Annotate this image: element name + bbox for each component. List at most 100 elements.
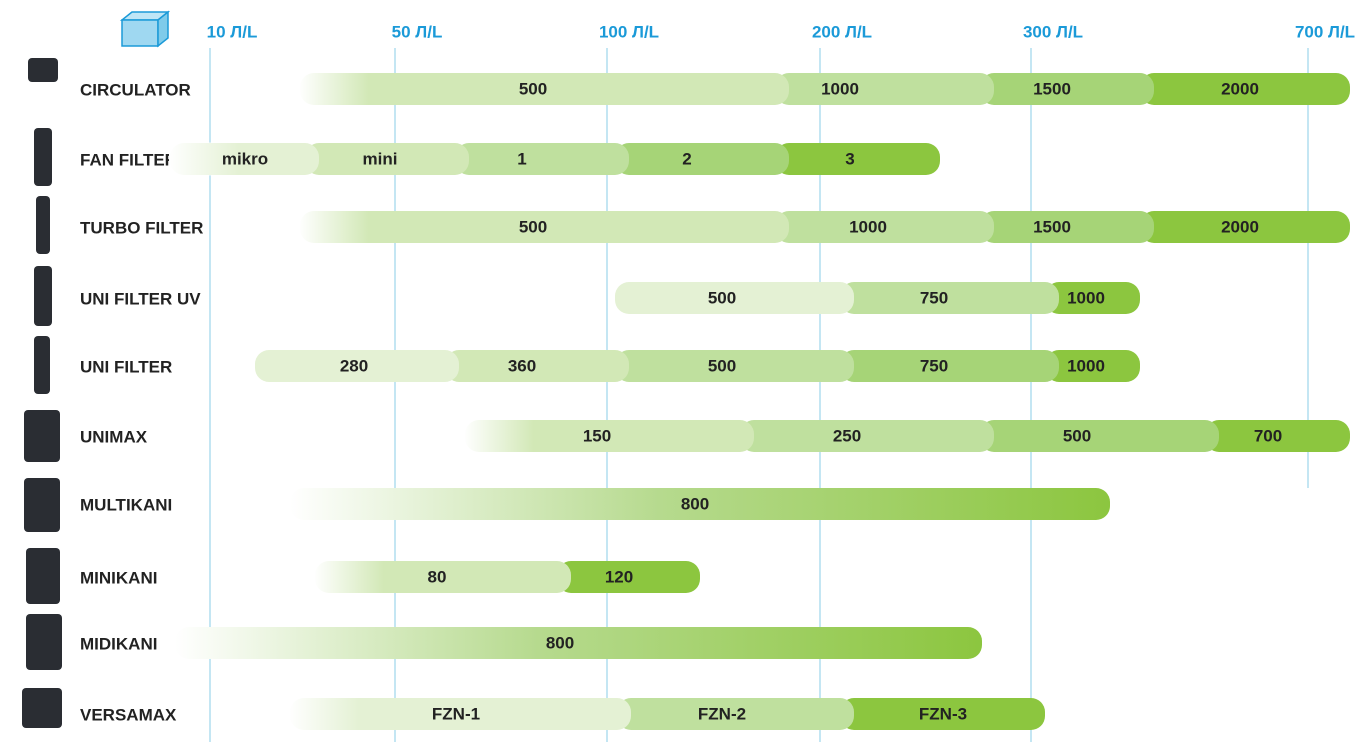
segment-label: 800 <box>546 633 574 652</box>
segment-label: 700 <box>1254 426 1282 445</box>
segment-label: 2000 <box>1221 217 1259 236</box>
bar-segment <box>1140 211 1350 243</box>
bar-segment <box>290 698 631 730</box>
bar: 800 <box>175 627 982 659</box>
bar-segment <box>455 143 629 175</box>
bar-fade <box>169 142 239 176</box>
column-label: 700 Л/L <box>1295 22 1355 41</box>
bar-fade <box>314 560 384 594</box>
segment-label: 1000 <box>849 217 887 236</box>
bar-segment <box>300 73 789 105</box>
bar-segment <box>980 420 1219 452</box>
row-name: UNI FILTER <box>80 357 172 376</box>
bar: 800 <box>290 488 1110 520</box>
segment-label: 500 <box>519 79 547 98</box>
segment-label: FZN-2 <box>698 704 746 723</box>
bar-segment <box>617 698 854 730</box>
segment-label: 80 <box>428 567 447 586</box>
bar-fade <box>464 419 534 453</box>
product-icon <box>34 266 52 326</box>
bar: 80 120 <box>314 560 700 594</box>
segment-label: 3 <box>845 149 854 168</box>
segment-label: 1000 <box>1067 288 1105 307</box>
bar-segment <box>740 420 994 452</box>
bar-segment <box>840 350 1059 382</box>
row-name: MINIKANI <box>80 568 157 587</box>
bar: 280 360 500 750 1000 <box>255 350 1140 382</box>
row-name: MULTIKANI <box>80 495 172 514</box>
segment-label: 250 <box>833 426 861 445</box>
product-icon <box>24 410 60 462</box>
bar-segment <box>300 211 789 243</box>
bar-segment <box>980 211 1154 243</box>
bar-segment <box>980 73 1154 105</box>
segment-label: 150 <box>583 426 611 445</box>
segment-label: 500 <box>708 356 736 375</box>
bar-segment <box>290 488 1110 520</box>
row-name: UNI FILTER UV <box>80 289 201 308</box>
column-label: 10 Л/L <box>207 22 258 41</box>
bar: mikro mini 1 2 3 <box>169 142 940 176</box>
row-name: TURBO FILTER <box>80 218 203 237</box>
segment-label: 750 <box>920 288 948 307</box>
row-name: MIDIKANI <box>80 634 157 653</box>
segment-label: 500 <box>708 288 736 307</box>
segment-label: 500 <box>519 217 547 236</box>
segment-label: 500 <box>1063 426 1091 445</box>
bar-segment <box>615 350 854 382</box>
segment-label: 1500 <box>1033 217 1071 236</box>
column-label: 50 Л/L <box>392 22 443 41</box>
product-icon <box>34 128 52 186</box>
segment-label: mikro <box>222 149 268 168</box>
product-icon <box>28 58 58 82</box>
bar-segment <box>1045 282 1140 314</box>
row-name: UNIMAX <box>80 427 148 446</box>
bar: 150 250 500 700 <box>464 419 1350 453</box>
bar-fade <box>299 210 369 244</box>
bar-segment <box>775 211 994 243</box>
bar-segment <box>840 282 1059 314</box>
bar-segment <box>465 420 754 452</box>
row-name: CIRCULATOR <box>80 80 191 99</box>
bar-segment <box>1045 350 1140 382</box>
bar-fade <box>289 697 359 731</box>
bar-segment <box>840 698 1045 730</box>
row-name: VERSAMAX <box>80 705 177 724</box>
bar-fade <box>299 72 369 106</box>
product-icon <box>22 688 62 728</box>
segment-label: 120 <box>605 567 633 586</box>
bar-segment <box>305 143 469 175</box>
segment-label: 750 <box>920 356 948 375</box>
bar-segment <box>557 561 700 593</box>
segment-label: FZN-3 <box>919 704 967 723</box>
bar-segment <box>175 627 982 659</box>
segment-label: 1 <box>517 149 526 168</box>
bar-segment <box>615 282 854 314</box>
bar-segment <box>775 73 994 105</box>
segment-label: 280 <box>340 356 368 375</box>
column-label: 200 Л/L <box>812 22 872 41</box>
bar-segment <box>255 350 459 382</box>
product-icon <box>34 336 50 394</box>
bar-segment <box>775 143 940 175</box>
segment-label: 1000 <box>1067 356 1105 375</box>
bar-segment <box>445 350 629 382</box>
bar: 500 750 1000 <box>615 282 1140 314</box>
column-label: 300 Л/L <box>1023 22 1083 41</box>
row-name: FAN FILTER <box>80 150 177 169</box>
segment-label: 360 <box>508 356 536 375</box>
segment-label: 2000 <box>1221 79 1259 98</box>
water-icon <box>119 10 171 48</box>
bar: FZN-1 FZN-2 FZN-3 <box>289 697 1045 731</box>
bar: 500 1000 1500 2000 <box>299 72 1350 106</box>
segment-label: 1000 <box>821 79 859 98</box>
bar-segment <box>1140 73 1350 105</box>
product-icon <box>26 614 62 670</box>
product-icon <box>26 548 60 604</box>
bar: 500 1000 1500 2000 <box>299 210 1350 244</box>
segment-label: 2 <box>682 149 691 168</box>
segment-label: 800 <box>681 494 709 513</box>
segment-label: FZN-1 <box>432 704 480 723</box>
product-icon <box>36 196 50 254</box>
